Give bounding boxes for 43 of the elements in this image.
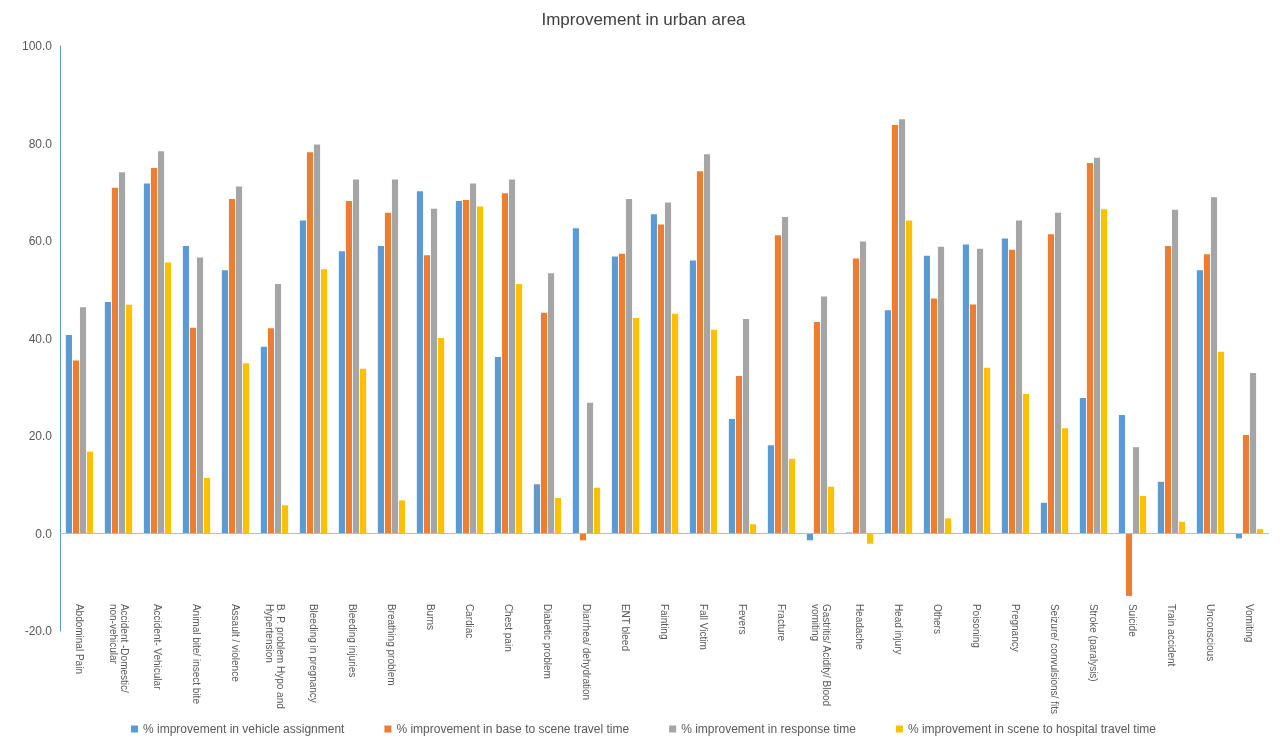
x-tick-label: Cardiac <box>464 603 475 639</box>
x-tick-label: Gastritis/ Acidity/ Blood vomiting <box>809 603 832 709</box>
x-tick-label: Bleeding injuries <box>347 603 358 678</box>
x-tick-label: Others <box>932 603 943 634</box>
y-tick-label: 80.0 <box>28 136 53 151</box>
y-tick-label: 60.0 <box>28 234 53 248</box>
x-tick-label: Burns <box>425 603 436 631</box>
legend-label: % improvement in base to scene travel time <box>396 722 630 736</box>
x-tick-label: Chest pain <box>503 603 514 652</box>
x-tick-label: Suicide <box>1127 603 1138 638</box>
x-tick-label: Poisoning <box>971 603 982 648</box>
x-tick-label: Accident -Domestic/ non-vehicular <box>107 603 130 696</box>
y-tick-label: 40.0 <box>28 331 53 346</box>
x-tick-label: Diarrhea/ dehydration <box>581 603 592 701</box>
x-tick-label: Fevers <box>737 603 748 635</box>
chart-title: Improvement in urban area <box>541 10 747 29</box>
x-tick-label: Head injury <box>893 603 904 655</box>
x-tick-label: Assault / violence <box>230 603 241 683</box>
legend-label: % improvement in scene to hospital travel time <box>907 722 1157 736</box>
x-tick-label: Fainting <box>659 603 670 640</box>
y-tick-label: -20.0 <box>24 624 53 638</box>
x-tick-label: Diabetic problem <box>542 603 553 679</box>
x-tick-label: Abdominal Pain <box>74 603 85 674</box>
y-tick-label: 0.0 <box>35 526 53 541</box>
x-tick-label: Fracture <box>776 603 787 642</box>
x-tick-label: Accident- Vehicular <box>152 603 163 691</box>
x-tick-label: Stroke (paralysis) <box>1088 603 1099 682</box>
x-tick-label: Bleeding in pregnancy <box>308 603 319 703</box>
x-tick-label: Headache <box>854 603 865 650</box>
x-tick-label: Animal bite/ insect bite <box>191 603 202 705</box>
x-tick-label: Seizure/ convulsions/ fits <box>1049 603 1060 714</box>
x-tick-label: Breathing problem <box>386 603 397 686</box>
x-tick-label: Vomiting <box>1244 603 1255 643</box>
x-tick-label: ENT bleed <box>620 603 631 651</box>
x-tick-label: Unconscious <box>1205 603 1216 662</box>
x-tick-label: Train accident <box>1166 603 1177 667</box>
x-tick-label: Pregnancy <box>1010 603 1021 652</box>
x-tick-label: Fall Victim <box>698 603 709 650</box>
legend-label: % improvement in vehicle assignment <box>142 722 346 736</box>
x-tick-label: B. P. problem Hypo and Hypertension <box>263 603 286 712</box>
legend-label: % improvement in response time <box>681 722 857 736</box>
y-tick-label: 20.0 <box>28 429 53 443</box>
y-tick-label: 100.0 <box>21 39 53 53</box>
